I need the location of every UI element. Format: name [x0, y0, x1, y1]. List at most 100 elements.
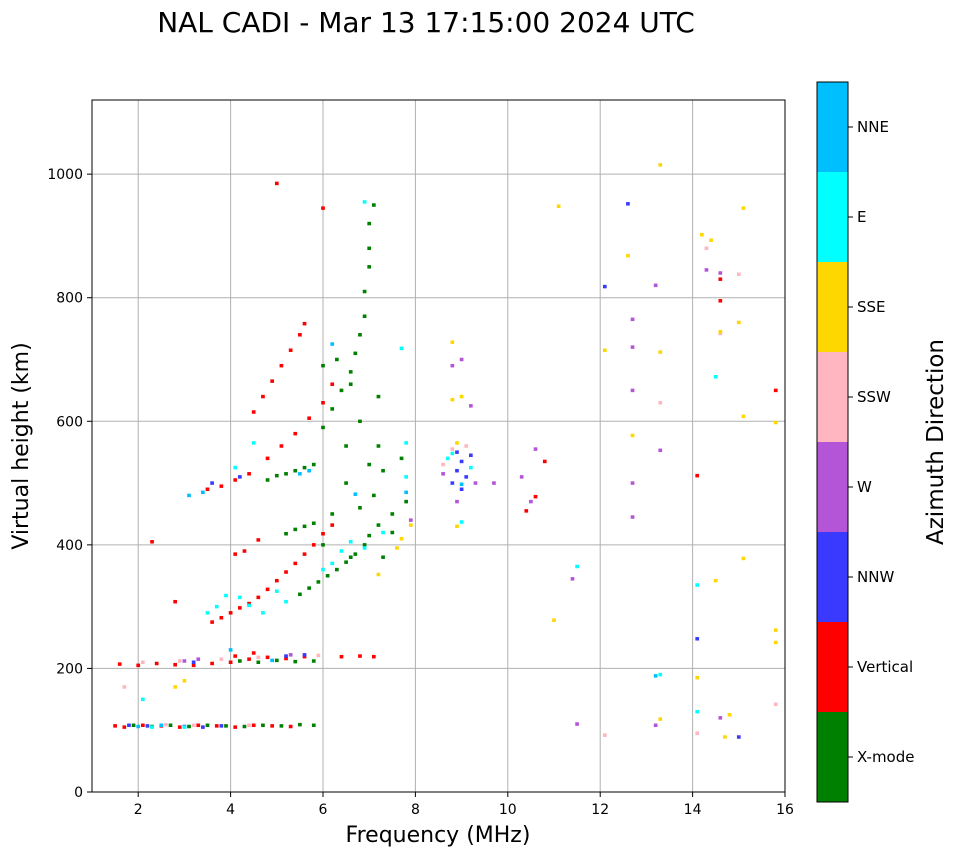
- data-point: [122, 725, 127, 729]
- data-point: [173, 599, 178, 604]
- x-tick-label: 2: [134, 802, 143, 818]
- data-point: [773, 640, 778, 645]
- data-point: [191, 723, 196, 728]
- data-point: [695, 731, 700, 736]
- data-point: [473, 481, 478, 485]
- data-point: [556, 204, 561, 209]
- data-point: [256, 660, 261, 664]
- data-point: [177, 725, 182, 729]
- colorbar-label: Vertical: [857, 658, 913, 676]
- data-point: [653, 283, 658, 288]
- data-point: [228, 660, 233, 664]
- data-point: [358, 654, 362, 658]
- data-point: [718, 331, 723, 336]
- data-point: [219, 616, 224, 620]
- data-point: [293, 527, 298, 532]
- data-point: [302, 321, 307, 326]
- data-point: [718, 299, 723, 303]
- data-point: [321, 206, 325, 210]
- data-point: [270, 724, 275, 728]
- data-point: [408, 523, 413, 527]
- colorbar-title: Azimuth Direction: [923, 339, 949, 545]
- data-point: [399, 536, 404, 541]
- data-point: [390, 530, 395, 535]
- data-point: [302, 524, 307, 529]
- data-point: [718, 277, 723, 281]
- data-point: [376, 394, 381, 399]
- data-point: [182, 679, 187, 683]
- data-point: [205, 611, 210, 615]
- data-point: [455, 450, 459, 454]
- data-point: [404, 490, 409, 495]
- data-point: [381, 555, 385, 559]
- data-point: [630, 345, 635, 349]
- data-point: [658, 163, 663, 167]
- data-point: [284, 656, 288, 661]
- data-point: [233, 465, 238, 470]
- data-point: [736, 735, 741, 739]
- data-point: [288, 348, 293, 352]
- data-point: [288, 724, 293, 729]
- x-tick-label: 12: [591, 802, 609, 818]
- data-point: [270, 658, 275, 663]
- data-point: [298, 333, 302, 337]
- data-point: [233, 552, 238, 556]
- data-point: [630, 433, 635, 438]
- colorbar-label: SSE: [857, 298, 886, 316]
- data-point: [311, 543, 316, 547]
- data-point: [533, 494, 538, 499]
- data-point: [173, 662, 178, 667]
- data-point: [381, 468, 385, 473]
- series-nnw: [127, 202, 741, 739]
- data-point: [237, 606, 242, 610]
- data-point: [224, 724, 228, 728]
- data-point: [450, 340, 455, 344]
- data-point: [658, 350, 663, 354]
- data-point: [695, 675, 700, 680]
- data-point: [247, 601, 251, 606]
- data-point: [247, 723, 251, 728]
- data-point: [773, 420, 778, 425]
- data-point: [602, 284, 607, 289]
- data-point: [741, 414, 746, 419]
- data-point: [464, 444, 469, 448]
- data-point: [704, 268, 709, 272]
- data-point: [228, 611, 233, 615]
- data-point: [311, 659, 316, 663]
- data-point: [450, 397, 455, 402]
- colorbar-label: X-mode: [857, 748, 914, 766]
- data-point: [658, 448, 663, 453]
- data-point: [302, 552, 307, 556]
- data-point: [242, 724, 247, 729]
- data-point: [288, 653, 293, 657]
- data-point: [455, 441, 459, 445]
- data-point: [358, 506, 362, 510]
- data-point: [330, 523, 335, 527]
- data-point: [362, 543, 367, 547]
- data-point: [718, 716, 723, 720]
- data-point: [140, 697, 145, 702]
- data-point: [718, 271, 723, 275]
- data-point: [348, 382, 353, 386]
- data-point: [242, 549, 247, 553]
- data-point: [339, 549, 344, 553]
- data-point: [773, 628, 778, 632]
- data-point: [261, 394, 265, 399]
- data-point: [284, 472, 288, 476]
- data-point: [367, 265, 372, 269]
- data-marks: [113, 163, 778, 739]
- data-point: [575, 722, 579, 726]
- data-point: [773, 702, 778, 707]
- data-point: [699, 232, 704, 237]
- data-point: [233, 654, 238, 658]
- data-point: [602, 733, 607, 737]
- data-point: [233, 478, 238, 482]
- colorbar-segment: [817, 712, 848, 802]
- data-point: [344, 560, 348, 564]
- data-point: [205, 723, 210, 728]
- data-point: [298, 592, 302, 597]
- data-point: [316, 653, 321, 658]
- data-point: [191, 660, 196, 664]
- data-point: [274, 473, 279, 478]
- data-point: [219, 484, 224, 488]
